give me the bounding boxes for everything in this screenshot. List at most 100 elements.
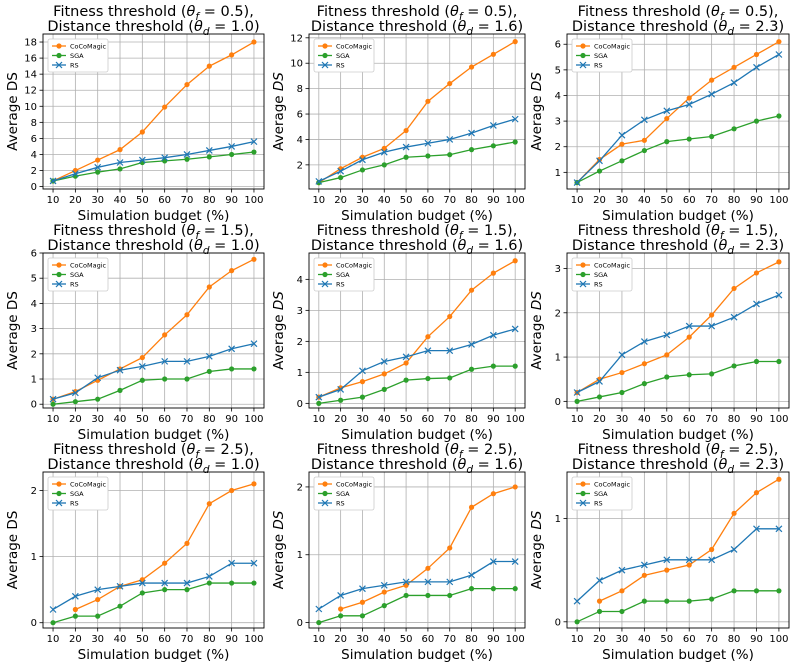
x-axis-label: Simulation budget (%) [602,427,754,443]
data-point-cocomagic [641,361,647,367]
data-point-rs [205,352,213,360]
y-tick-label: 0 [555,397,561,408]
data-point-sga [512,586,518,592]
data-point-sga [184,587,190,593]
series-line-sga [576,360,779,402]
data-point-cocomagic [709,546,715,553]
data-point-sga [316,619,322,626]
legend-box [47,257,109,292]
data-point-sga [776,588,782,594]
x-tick-label: 90 [750,195,763,206]
data-point-cocomagic [425,98,431,104]
legend-label-sga: SGA [336,52,350,60]
y-tick-label: 4 [297,135,303,146]
x-tick-label: 30 [616,634,629,645]
plot-frame [308,33,526,190]
data-point-cocomagic [619,141,625,147]
data-point-sga [619,608,625,615]
x-tick-label: 100 [244,195,263,206]
chart-title-line1: Fitness threshold (θf = 0.5), [53,4,254,23]
y-tick-label: 6 [297,110,303,121]
x-tick-label: 100 [506,414,525,425]
x-tick-label: 80 [203,195,216,206]
data-point-rs [640,116,648,124]
data-point-sga [117,166,123,172]
data-point-sga [447,375,453,381]
y-tick-label: 2 [297,482,303,493]
data-point-cocomagic [776,476,782,482]
y-tick-label: 2 [31,486,37,497]
data-point-cocomagic [731,64,737,70]
x-tick-label: 80 [465,414,478,425]
data-point-sga [425,153,431,159]
data-point-cocomagic [753,490,760,496]
x-tick-label: 30 [91,195,104,206]
data-point-sga [664,139,670,145]
data-point-cocomagic [359,599,366,605]
y-tick-label: 6 [31,134,37,145]
data-point-sga [709,371,715,377]
data-point-rs [402,578,410,586]
data-point-rs [596,378,603,385]
data-point-rs [753,300,760,308]
data-point-cocomagic [425,334,431,340]
data-point-cocomagic [490,51,496,57]
legend-label-cocomagic: CoCoMagic [70,261,107,269]
data-point-sga [72,399,78,405]
y-tick-label: 2 [297,337,303,348]
legend-box [571,476,633,511]
data-point-rs [511,558,519,565]
data-point-cocomagic [709,312,715,318]
y-axis-label: Average DS [5,291,21,370]
legend-box [571,257,633,292]
chart-title-line2: Distance threshold (θd = 1.6) [311,19,523,38]
data-point-sga [206,580,212,586]
y-tick-label: 1 [555,353,561,364]
data-point-cocomagic [425,565,431,571]
x-tick-label: 100 [769,414,788,425]
legend-marker-cocomagic [580,262,586,268]
legend-label-sga: SGA [594,271,608,279]
y-tick-label: 1 [555,168,561,179]
plot-frame [566,33,790,190]
legend-label-cocomagic: CoCoMagic [594,42,631,50]
data-point-sga [574,619,580,625]
data-point-sga [574,398,580,404]
series-line-sga [576,590,779,623]
y-tick-label: 5 [31,274,37,285]
legend-box [313,476,375,511]
data-point-rs [337,167,345,175]
x-tick-label: 20 [593,634,606,645]
data-point-cocomagic [139,354,145,361]
data-point-cocomagic [512,484,518,490]
x-tick-label: 10 [47,634,60,645]
x-tick-label: 80 [465,634,478,645]
legend-label-rs: RS [70,280,79,288]
x-tick-label: 60 [683,414,696,425]
data-point-rs [663,556,671,564]
data-point-rs [138,362,146,370]
plot-frame [308,471,526,629]
data-point-sga [641,598,647,604]
y-tick-label: 3 [555,264,561,275]
data-point-sga [95,613,101,619]
data-point-rs [402,353,410,361]
data-point-sga [206,368,212,375]
x-tick-label: 70 [705,195,718,206]
legend-marker-rs [321,499,329,507]
data-point-sga [403,592,409,599]
data-point-sga [664,374,670,380]
data-point-sga [139,590,145,596]
legend-marker-cocomagic [322,43,328,49]
data-point-rs [730,546,738,553]
chart-title-line1: Fitness threshold (θf = 1.5), [53,223,254,242]
data-point-rs [708,322,716,330]
data-point-cocomagic [641,572,647,578]
data-point-rs [446,578,454,586]
x-tick-label: 20 [69,195,82,206]
data-point-sga [184,156,190,162]
data-point-sga [95,169,101,175]
